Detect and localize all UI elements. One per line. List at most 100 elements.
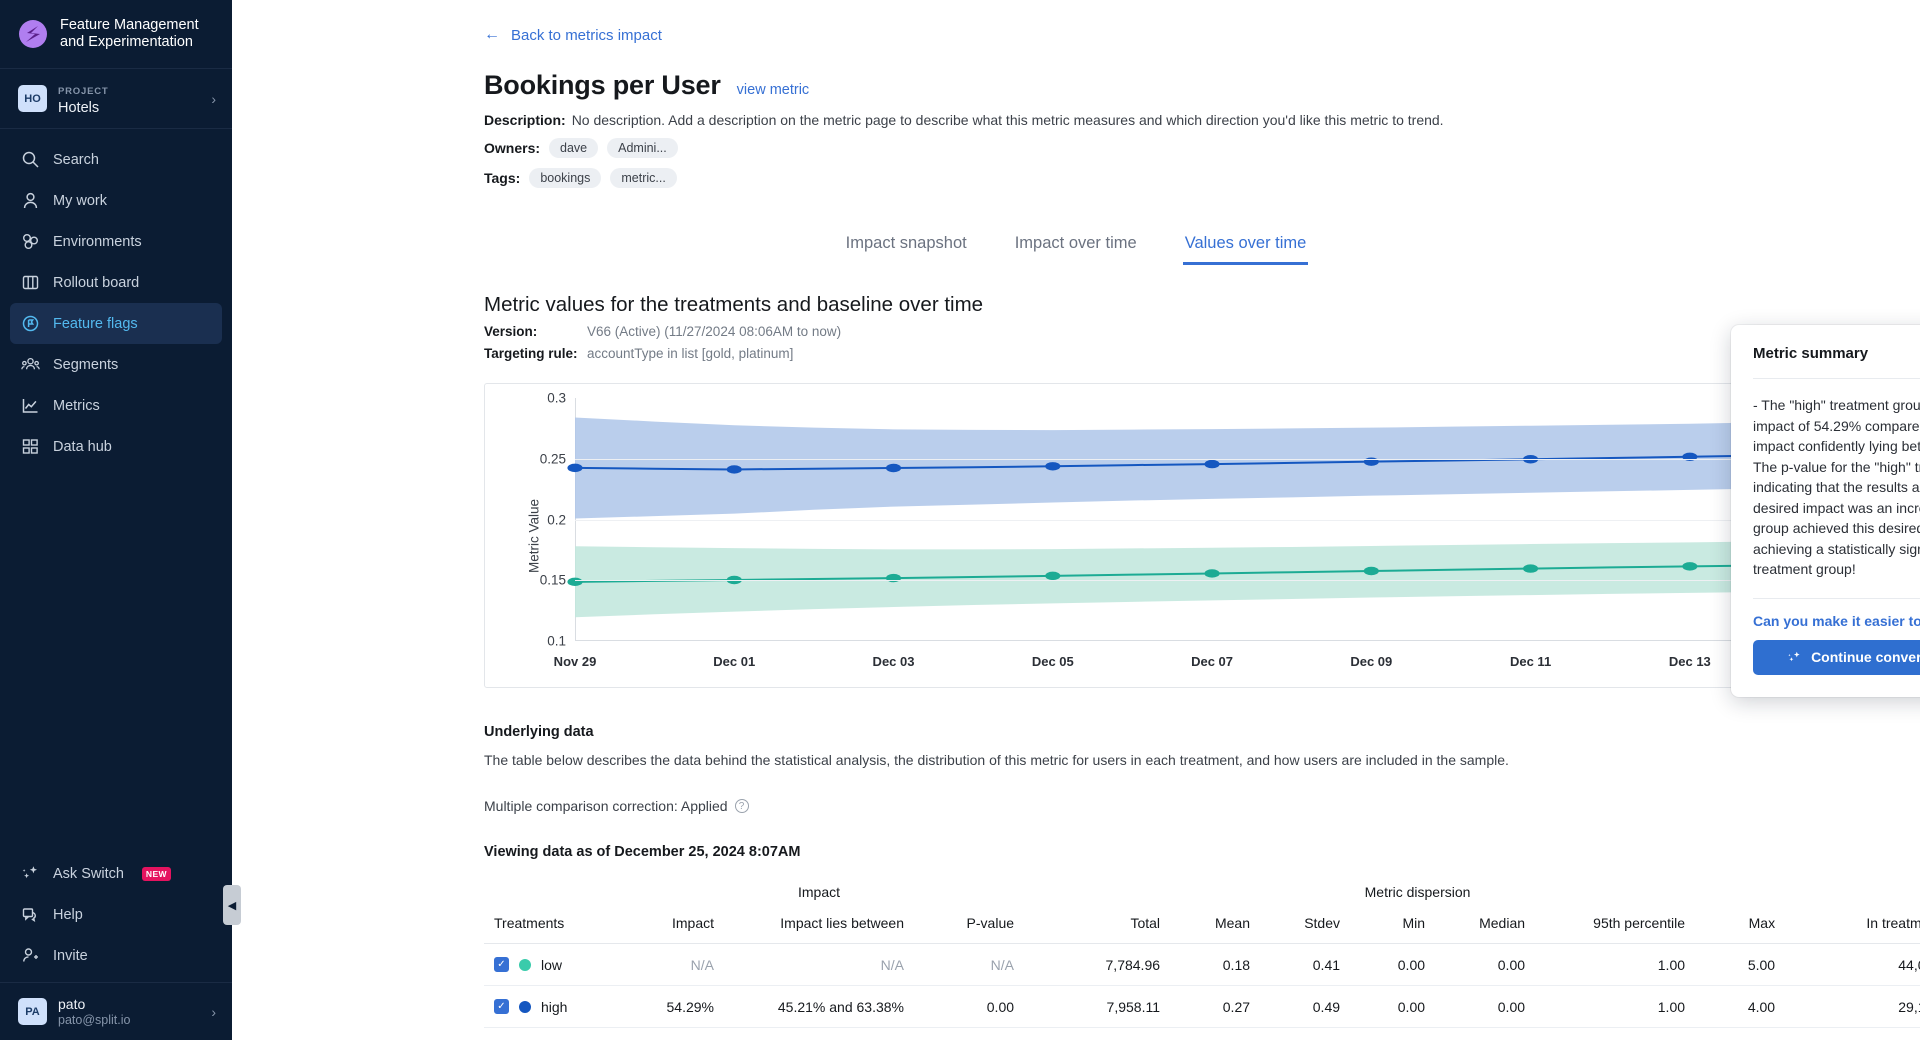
tab-values-over-time[interactable]: Values over time [1182, 230, 1309, 265]
search-icon [20, 150, 40, 170]
cell-total: N/A [1050, 1027, 1171, 1040]
sidebar-item-metrics[interactable]: Metrics [10, 385, 222, 426]
cell-min: N/A [1350, 1027, 1436, 1040]
people-icon [20, 355, 40, 375]
col-in-treatment: In treatment [1811, 915, 1920, 944]
table-body: ✓ low N/A N/A N/A 7,784.96 0.18 0.41 0.00 0.00 1.0… [484, 943, 1920, 1040]
table-head: Impact Metric dispersion Sample populati… [484, 884, 1920, 944]
sidebar-label-segments: Segments [53, 356, 119, 373]
data-point-low[interactable] [1682, 562, 1698, 571]
table-row[interactable]: ✓ low N/A N/A N/A 7,784.96 0.18 0.41 0.00 0.00 1.0… [484, 943, 1920, 986]
mcc-label: Multiple comparison correction: Applied [484, 798, 728, 814]
tab-bar: Impact snapshot Impact over time Values … [232, 230, 1920, 265]
owner-chip[interactable]: Admini... [607, 138, 678, 158]
brand-line-1: Feature Management [60, 17, 199, 33]
col-min: Min [1350, 915, 1436, 944]
data-point-high[interactable] [1045, 462, 1061, 471]
col-median: Median [1435, 915, 1536, 944]
sidebar-label-help: Help [53, 906, 83, 923]
project-info: PROJECT Hotels [58, 81, 200, 116]
sidebar-item-environments[interactable]: Environments [10, 221, 222, 262]
sidebar-item-search[interactable]: Search [10, 139, 222, 180]
table-row[interactable]: ✓ high 54.29% 45.21% and 63.38% 0.00 7,958.11… [484, 985, 1920, 1028]
sparkle-icon [1787, 650, 1802, 665]
tags-row: Tags: bookings metric... [484, 168, 1920, 188]
easier-to-understand-link[interactable]: Can you make it easier to understand? [1753, 612, 1920, 629]
sidebar-item-ask-switch[interactable]: Ask Switch NEW [10, 853, 222, 894]
description-label: Description: [484, 112, 566, 128]
sidebar-item-rollout-board[interactable]: Rollout board [10, 262, 222, 303]
data-point-low[interactable] [1363, 566, 1379, 576]
y-axis-title: Metric Value [526, 498, 542, 573]
cell-max: N/A [1695, 1027, 1786, 1040]
data-point-high[interactable] [1204, 459, 1220, 469]
cell-gap [1785, 943, 1812, 986]
cell-impact: 54.29% [614, 985, 724, 1028]
targeting-rule-row: Targeting rule: accountType in list [gol… [484, 346, 1920, 361]
cell-impact_between: N/A [724, 1027, 914, 1040]
table-group-row: Impact Metric dispersion Sample populati… [484, 884, 1920, 915]
treatment-checkbox[interactable]: ✓ [494, 999, 509, 1014]
y-axis-tick: 0.3 [547, 390, 566, 406]
chart-plot-area: 0.1 0.15 0.2 0.25 0.3 Nov 29 Dec 01 Dec 03 Dec 0… [540, 391, 1920, 669]
project-switcher[interactable]: HO PROJECT Hotels › [0, 69, 232, 129]
data-point-high[interactable] [726, 465, 742, 474]
brand-header: Feature Management and Experimentation [0, 0, 232, 69]
continue-conversation-button[interactable]: Continue conversation in Release Agent [1753, 639, 1920, 675]
version-label: Version: [484, 324, 538, 339]
cell-stdev: 0.41 [1260, 943, 1351, 986]
treatment-name: low [541, 956, 563, 973]
table-row[interactable]: offN/AN/AN/AN/AN/AN/AN/AN/AN/AN/AN/AN/AN… [484, 1027, 1920, 1040]
sidebar-label-environments: Environments [53, 233, 142, 250]
data-point-low[interactable] [726, 575, 742, 585]
line-chart-icon [20, 396, 40, 416]
split-logo-icon [18, 19, 48, 49]
treatment-checkbox[interactable]: ✓ [494, 957, 509, 972]
tag-chip[interactable]: bookings [529, 168, 602, 188]
group-blank [484, 884, 614, 915]
col-mean: Mean [1170, 915, 1261, 944]
sidebar-item-invite[interactable]: Invite [10, 935, 222, 976]
underlying-data-title: Underlying data [484, 724, 594, 740]
data-point-high[interactable] [1682, 452, 1698, 462]
data-point-low[interactable] [1523, 564, 1539, 573]
data-point-low[interactable] [1204, 569, 1220, 578]
sidebar-item-my-work[interactable]: My work [10, 180, 222, 221]
help-icon[interactable]: ? [734, 799, 749, 813]
view-metric-link[interactable]: view metric [736, 82, 810, 98]
sidebar-item-segments[interactable]: Segments [10, 344, 222, 385]
owner-chip[interactable]: dave [549, 138, 599, 158]
cell-p95: N/A [1535, 1027, 1696, 1040]
cell-gap [1024, 985, 1051, 1028]
x-axis-tick: Dec 01 [713, 654, 756, 669]
cell-pvalue: N/A [914, 1027, 1025, 1040]
help-chat-icon [20, 905, 40, 925]
collapse-sidebar-button[interactable]: ◀ [223, 885, 241, 925]
user-menu[interactable]: PA pato pato@split.io › [0, 982, 232, 1040]
sidebar-item-data-hub[interactable]: Data hub [10, 426, 222, 467]
tab-impact-snapshot[interactable]: Impact snapshot [845, 234, 967, 252]
tab-impact-over-time[interactable]: Impact over time [1014, 234, 1137, 252]
project-badge: HO [18, 85, 47, 112]
person-icon [20, 191, 40, 211]
sidebar-item-help[interactable]: Help [10, 894, 222, 935]
x-axis-tick: Nov 29 [553, 654, 597, 669]
data-point-low[interactable] [567, 577, 583, 587]
tag-chip[interactable]: metric... [610, 168, 677, 188]
back-to-metrics-impact-link[interactable]: ← Back to metrics impact [484, 26, 662, 44]
col-gap [1024, 915, 1051, 944]
col-max: Max [1695, 915, 1786, 944]
sidebar-item-feature-flags[interactable]: Feature flags [10, 303, 222, 344]
data-point-low[interactable] [885, 573, 902, 583]
cell-median: 0.00 [1435, 943, 1536, 986]
data-point-high[interactable] [885, 463, 902, 473]
tags-label: Tags: [484, 170, 521, 186]
cell-gap [1785, 985, 1812, 1028]
cell-mean: 0.18 [1170, 943, 1261, 986]
flag-circle-icon [20, 314, 40, 334]
treatment-cell: ✓ high [484, 985, 614, 1028]
x-axis-tick: Dec 13 [1668, 654, 1711, 669]
data-point-high[interactable] [567, 463, 583, 473]
data-point-low[interactable] [1045, 571, 1061, 581]
